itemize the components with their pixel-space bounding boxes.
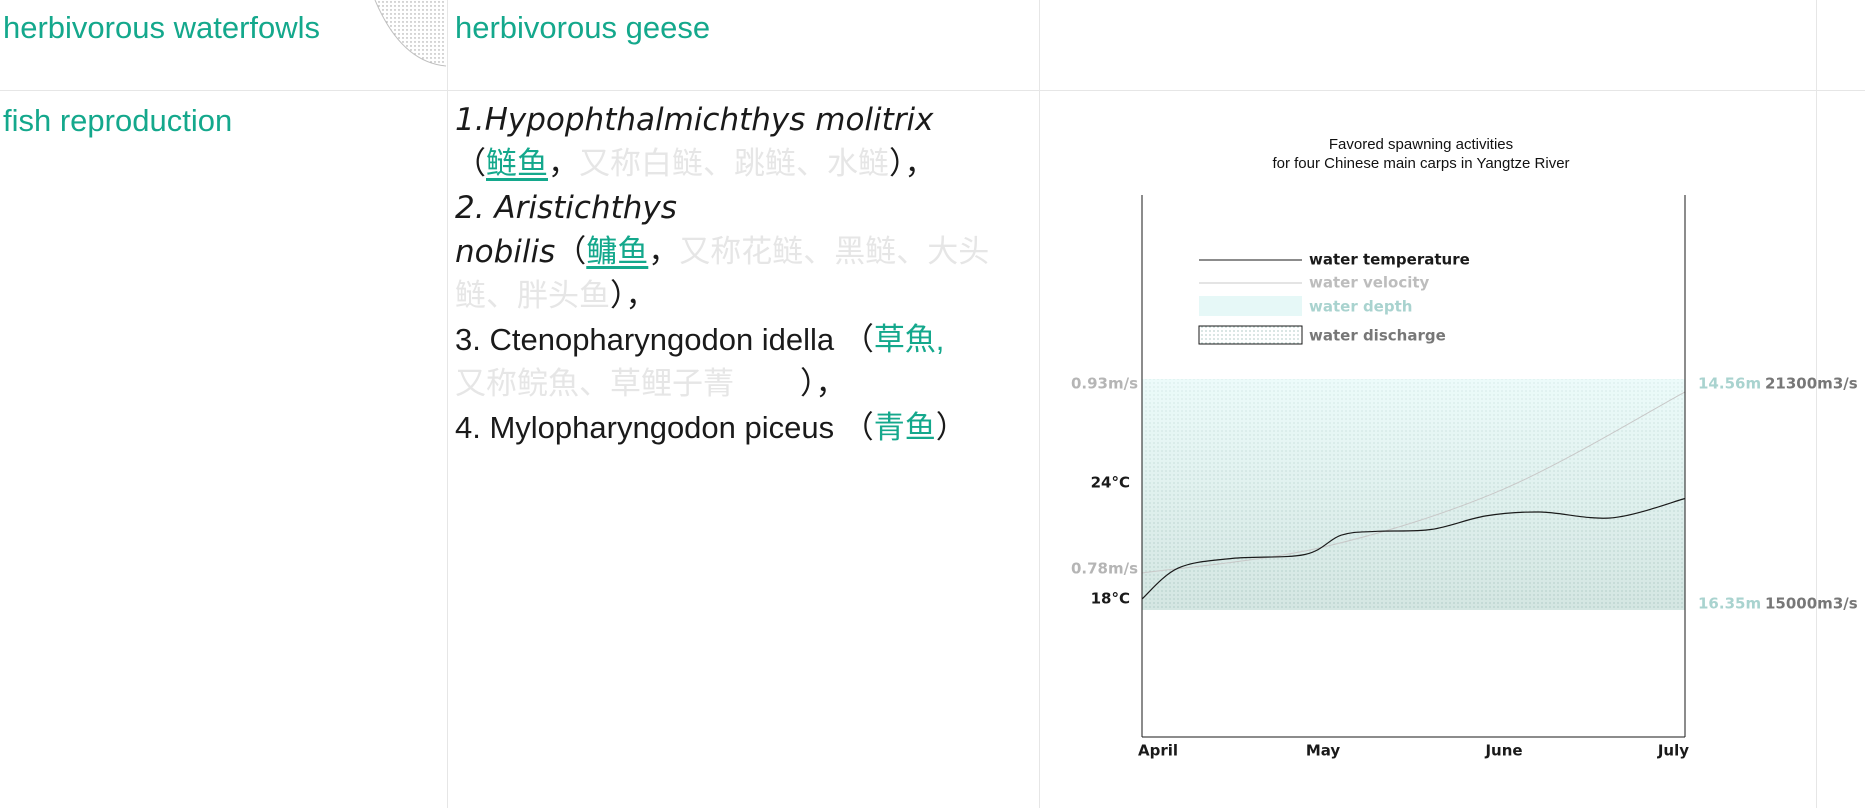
column-divider [1816, 0, 1817, 808]
spawning-conditions-chart: Favored spawning activities for four Chi… [1071, 136, 1858, 760]
species-1-chinese-name: 鲢鱼 [486, 146, 548, 182]
x-tick-label: July [1657, 742, 1689, 760]
legend-temperature-label: water temperature [1309, 251, 1470, 269]
legend-depth-label: water depth [1309, 298, 1412, 316]
category-herbivorous-geese: herbivorous geese [455, 10, 711, 45]
legend-velocity-label: water velocity [1309, 274, 1430, 292]
legend-depth-swatch [1199, 296, 1302, 316]
species-1-chinese: （鲢鱼，又称白鲢、跳鲢、水鲢）， [455, 146, 936, 182]
species-2-alias: 又称花鲢、黑鲢、大头 [679, 234, 990, 270]
legend-discharge-swatch [1198, 325, 1303, 345]
x-tick-label: May [1306, 742, 1341, 760]
species-3-alias: 又称鲩魚、草鲤子菁）， [455, 366, 847, 402]
chart-legend: water temperature water velocity water d… [1198, 251, 1470, 345]
species-1-latin: 1.Hypophthalmichthys molitrix [455, 102, 934, 138]
species-3-chinese-name: 草魚, [873, 322, 945, 357]
species-4-chinese-name: 青鱼 [873, 410, 936, 445]
chart-title: Favored spawning activities [1329, 136, 1513, 153]
species-2-latin: 2. Aristichthys [455, 190, 677, 226]
species-4-latin: 4. Mylopharyngodon piceus （青鱼） [455, 410, 967, 445]
discharge-min-label: 15000m3/s [1765, 595, 1858, 613]
chart-subtitle: for four Chinese main carps in Yangtze R… [1272, 155, 1569, 172]
depth-top-label: 14.56m [1698, 375, 1761, 393]
category-fish-reproduction: fish reproduction [3, 103, 233, 138]
velocity-min-label: 0.78m/s [1071, 560, 1138, 578]
species-1-alias: 又称白鲢、跳鲢、水鲢 [579, 146, 889, 182]
species-3-latin: 3. Ctenopharyngodon idella （草魚, [455, 322, 945, 357]
discharge-max-label: 21300m3/s [1765, 375, 1858, 393]
species-2-chinese-name: 鳙鱼 [586, 234, 649, 270]
depth-bottom-label: 16.35m [1698, 595, 1761, 613]
temperature-min-label: 18°C [1091, 590, 1130, 608]
water-discharge-band [1142, 379, 1685, 610]
x-tick-label: June [1484, 742, 1522, 760]
species-list: 1.Hypophthalmichthys molitrix （鲢鱼，又称白鲢、跳… [455, 98, 1035, 450]
dotted-corner-decoration [374, 0, 447, 67]
species-2-chinese: nobilis（鳙鱼，又称花鲢、黑鲢、大头 [455, 234, 990, 270]
species-2-alias-cont: 鲢、胖头鱼）， [455, 278, 657, 314]
x-tick-label: April [1138, 742, 1178, 760]
legend-discharge-label: water discharge [1309, 327, 1446, 345]
column-divider [1039, 0, 1040, 808]
water-temperature-line [1141, 497, 1686, 600]
column-divider [447, 0, 448, 808]
row-divider [0, 90, 1865, 91]
water-velocity-line [1141, 391, 1686, 574]
category-herbivorous-waterfowls: herbivorous waterfowls [3, 10, 321, 45]
temperature-max-label: 24°C [1091, 474, 1130, 492]
velocity-max-label: 0.93m/s [1071, 375, 1138, 393]
